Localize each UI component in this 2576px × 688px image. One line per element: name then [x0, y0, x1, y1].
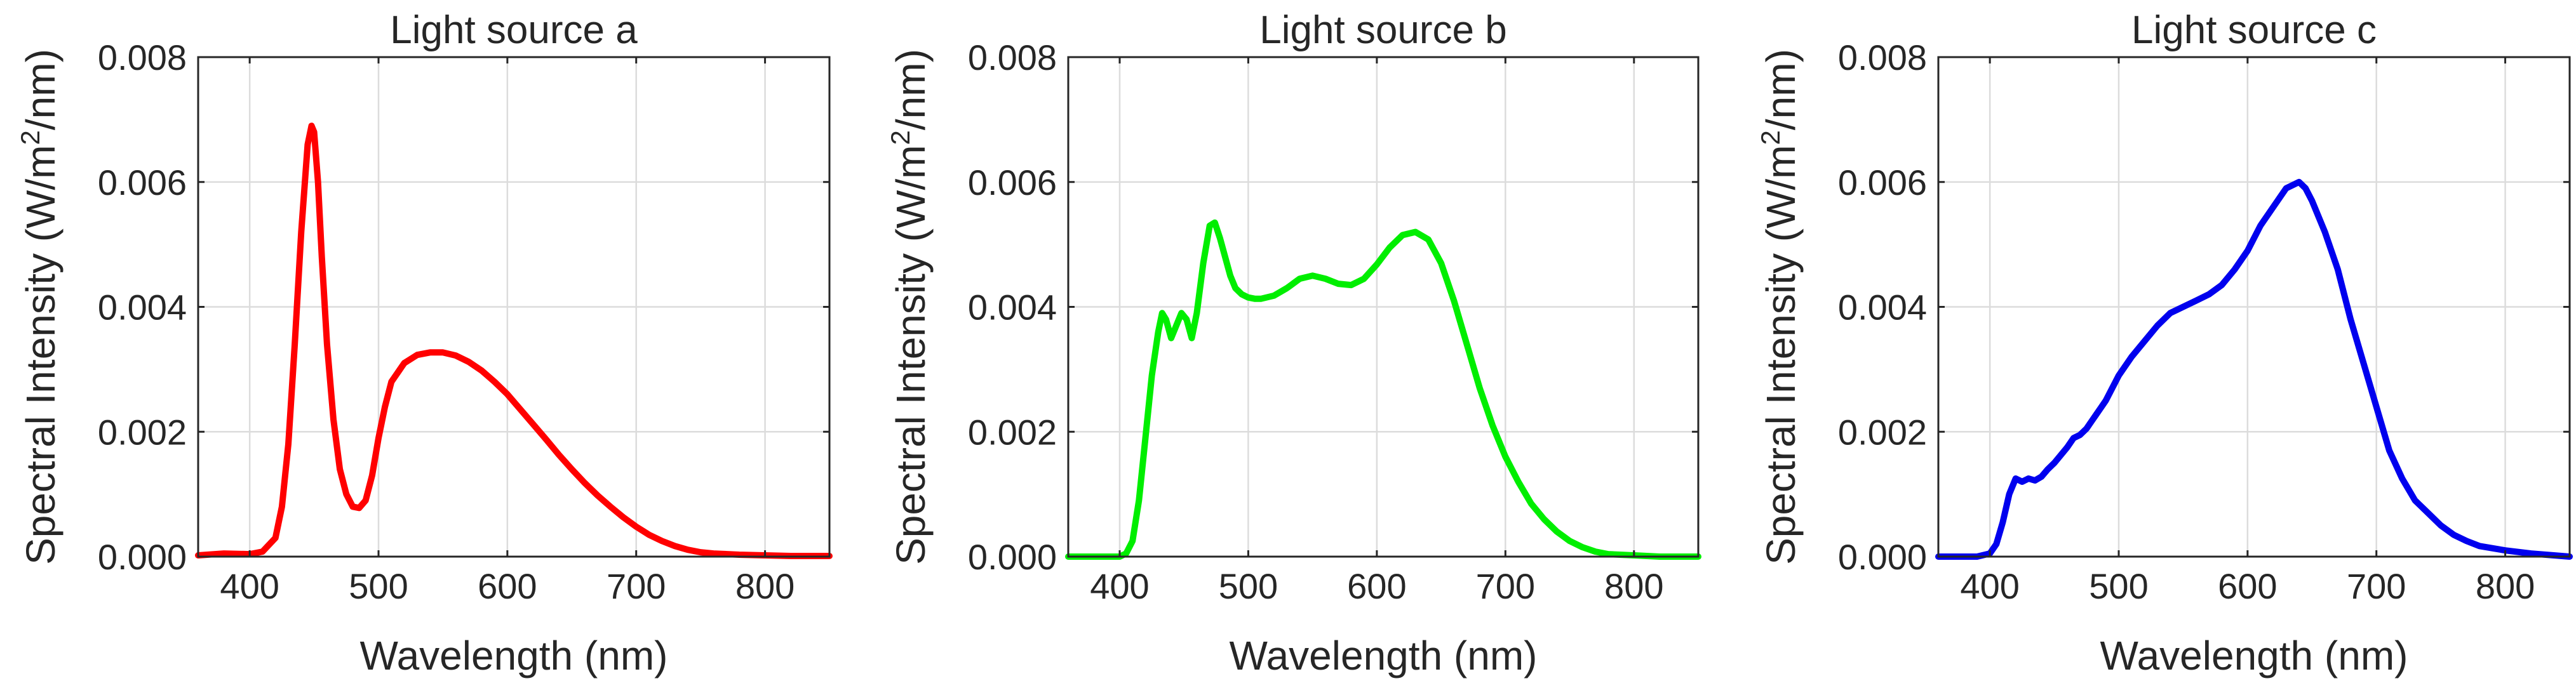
panel-c-title: Light source c — [2131, 8, 2377, 52]
panel-a-xtick-label: 400 — [220, 566, 279, 606]
panel-a-title: Light source a — [390, 8, 638, 52]
panel-a-ytick-label: 0.006 — [98, 162, 187, 202]
panel-b-xtick-label: 600 — [1347, 566, 1406, 606]
panel-b-xtick-label: 400 — [1090, 566, 1149, 606]
panel-c-xtick-label: 600 — [2218, 566, 2277, 606]
panel-b-ytick-label: 0.006 — [968, 162, 1057, 202]
panel-a-series-line — [195, 122, 833, 559]
panel-a-ytick-label: 0.008 — [98, 37, 187, 77]
panel-b-xtick-label: 500 — [1219, 566, 1278, 606]
panel-b-ytick-label: 0.002 — [968, 412, 1057, 452]
panel-a-xtick-label: 600 — [478, 566, 537, 606]
panel-c-ytick-label: 0.006 — [1838, 162, 1927, 202]
panel-a: 400 500 600 700 800 0.000 0.002 0.004 0.006 0.008… — [15, 8, 833, 678]
panel-b-ytick-label: 0.004 — [968, 288, 1057, 327]
panel-c-ytick-label: 0.002 — [1838, 412, 1927, 452]
panel-a-ytick-label: 0.000 — [98, 537, 187, 577]
panel-a-xlabel: Wavelength (nm) — [360, 633, 668, 678]
panel-a-ytick-label: 0.004 — [98, 288, 187, 327]
panel-a-xtick-label: 500 — [349, 566, 408, 606]
panel-c-ylabel: Spectral Intensity (W/m2/nm) — [1755, 49, 1804, 565]
panel-b-ylabel: Spectral Intensity (W/m2/nm) — [885, 49, 934, 565]
panel-a-xtick-label: 800 — [735, 566, 795, 606]
panel-c-ytick-label: 0.000 — [1838, 537, 1927, 577]
panel-b-ytick-label: 0.008 — [968, 37, 1057, 77]
panel-c-xtick-label: 800 — [2476, 566, 2535, 606]
panel-c: 400 500 600 700 800 0.000 0.002 0.004 0.006 0.008… — [1755, 8, 2573, 678]
panel-b: 400 500 600 700 800 0.000 0.002 0.004 0.006 0.008… — [885, 8, 1701, 678]
panel-a-ytick-label: 0.002 — [98, 412, 187, 452]
panel-b-xtick-label: 800 — [1604, 566, 1663, 606]
panel-c-xtick-label: 400 — [1960, 566, 2019, 606]
panel-c-xlabel: Wavelength (nm) — [2100, 633, 2408, 678]
panel-b-xtick-label: 700 — [1476, 566, 1535, 606]
panel-b-ytick-label: 0.000 — [968, 537, 1057, 577]
panel-b-xlabel: Wavelength (nm) — [1230, 633, 1538, 678]
panel-a-ylabel: Spectral Intensity (W/m2/nm) — [15, 49, 64, 565]
panel-c-xtick-label: 700 — [2347, 566, 2406, 606]
panel-a-xtick-label: 700 — [607, 566, 666, 606]
panel-c-xtick-label: 500 — [2089, 566, 2148, 606]
panel-b-title: Light source b — [1259, 8, 1506, 52]
panel-c-ytick-label: 0.004 — [1838, 288, 1927, 327]
panel-b-series-line — [1065, 219, 1701, 560]
panel-c-ytick-label: 0.008 — [1838, 37, 1927, 77]
panel-c-series-line — [1935, 178, 2573, 560]
